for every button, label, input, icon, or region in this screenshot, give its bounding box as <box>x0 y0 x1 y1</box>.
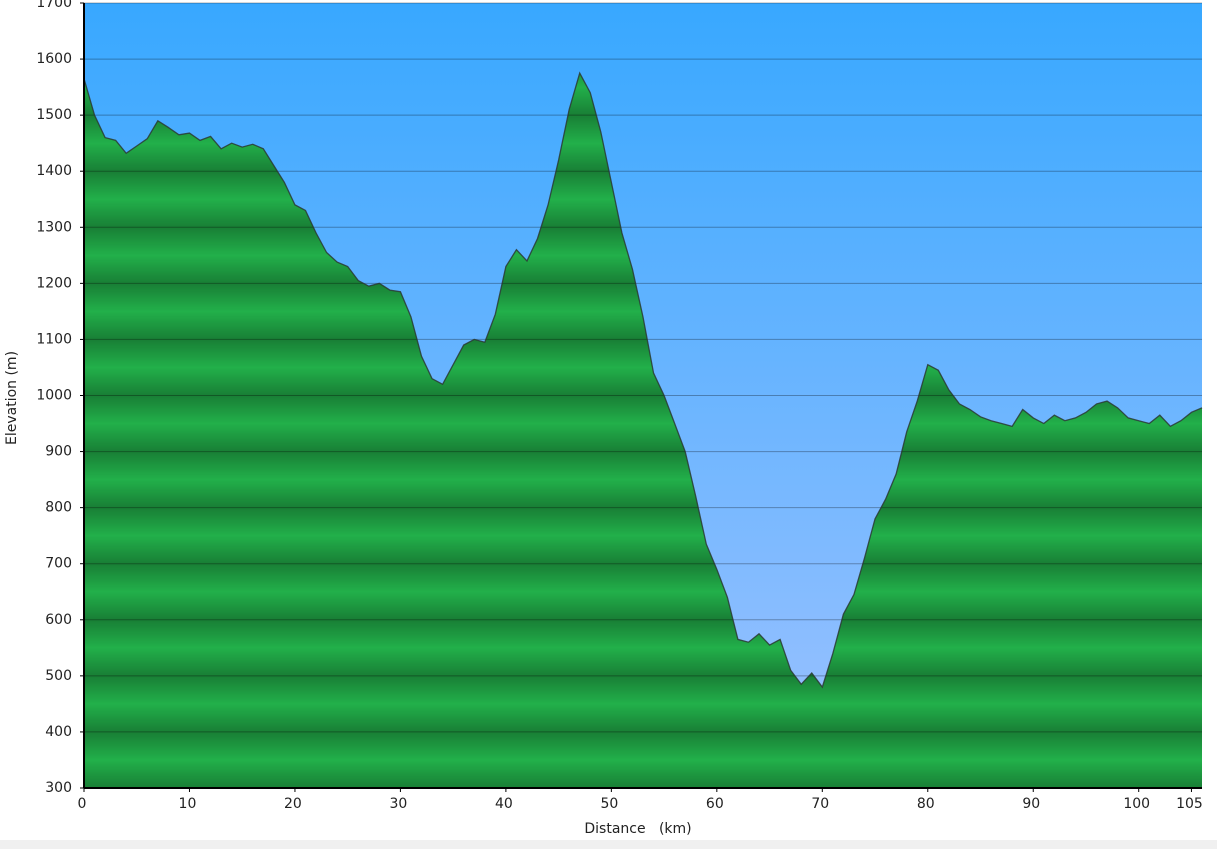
y-tick-label: 600 <box>45 612 72 628</box>
y-tick-label: 1200 <box>36 275 72 291</box>
y-tick-label: 1600 <box>36 51 72 67</box>
y-axis-label: Elevation (m) <box>4 351 20 445</box>
x-tick-label: 30 <box>390 796 408 812</box>
x-tick-label: 50 <box>600 796 618 812</box>
y-tick-label: 500 <box>45 668 72 684</box>
y-tick-label: 1000 <box>36 388 72 404</box>
y-tick-label: 1500 <box>36 107 72 123</box>
y-tick-label: 1100 <box>36 331 72 347</box>
y-tick-label: 900 <box>45 444 72 460</box>
y-tick-label: 800 <box>45 500 72 516</box>
y-tick-label: 400 <box>45 724 72 740</box>
x-tick-label: 0 <box>78 796 87 812</box>
x-tick-label: 40 <box>495 796 513 812</box>
x-tick-label: 20 <box>284 796 302 812</box>
x-tick-label: 70 <box>811 796 829 812</box>
y-tick-label: 1400 <box>36 163 72 179</box>
y-tick-label: 700 <box>45 556 72 572</box>
x-axis-label: Distance (km) <box>584 821 691 837</box>
plot-area <box>84 3 1202 788</box>
y-tick-label: 1700 <box>36 0 72 11</box>
x-tick-label: 60 <box>706 796 724 812</box>
x-tick-label: 105 <box>1176 796 1203 812</box>
elevation-bands <box>84 73 1202 788</box>
x-tick-label: 100 <box>1123 796 1150 812</box>
y-tick-label: 300 <box>45 780 72 796</box>
x-tick-label: 80 <box>917 796 935 812</box>
elevation-line <box>83 71 1203 689</box>
x-tick-label: 90 <box>1022 796 1040 812</box>
x-tick-label: 10 <box>179 796 197 812</box>
y-tick-label: 1300 <box>36 219 72 235</box>
